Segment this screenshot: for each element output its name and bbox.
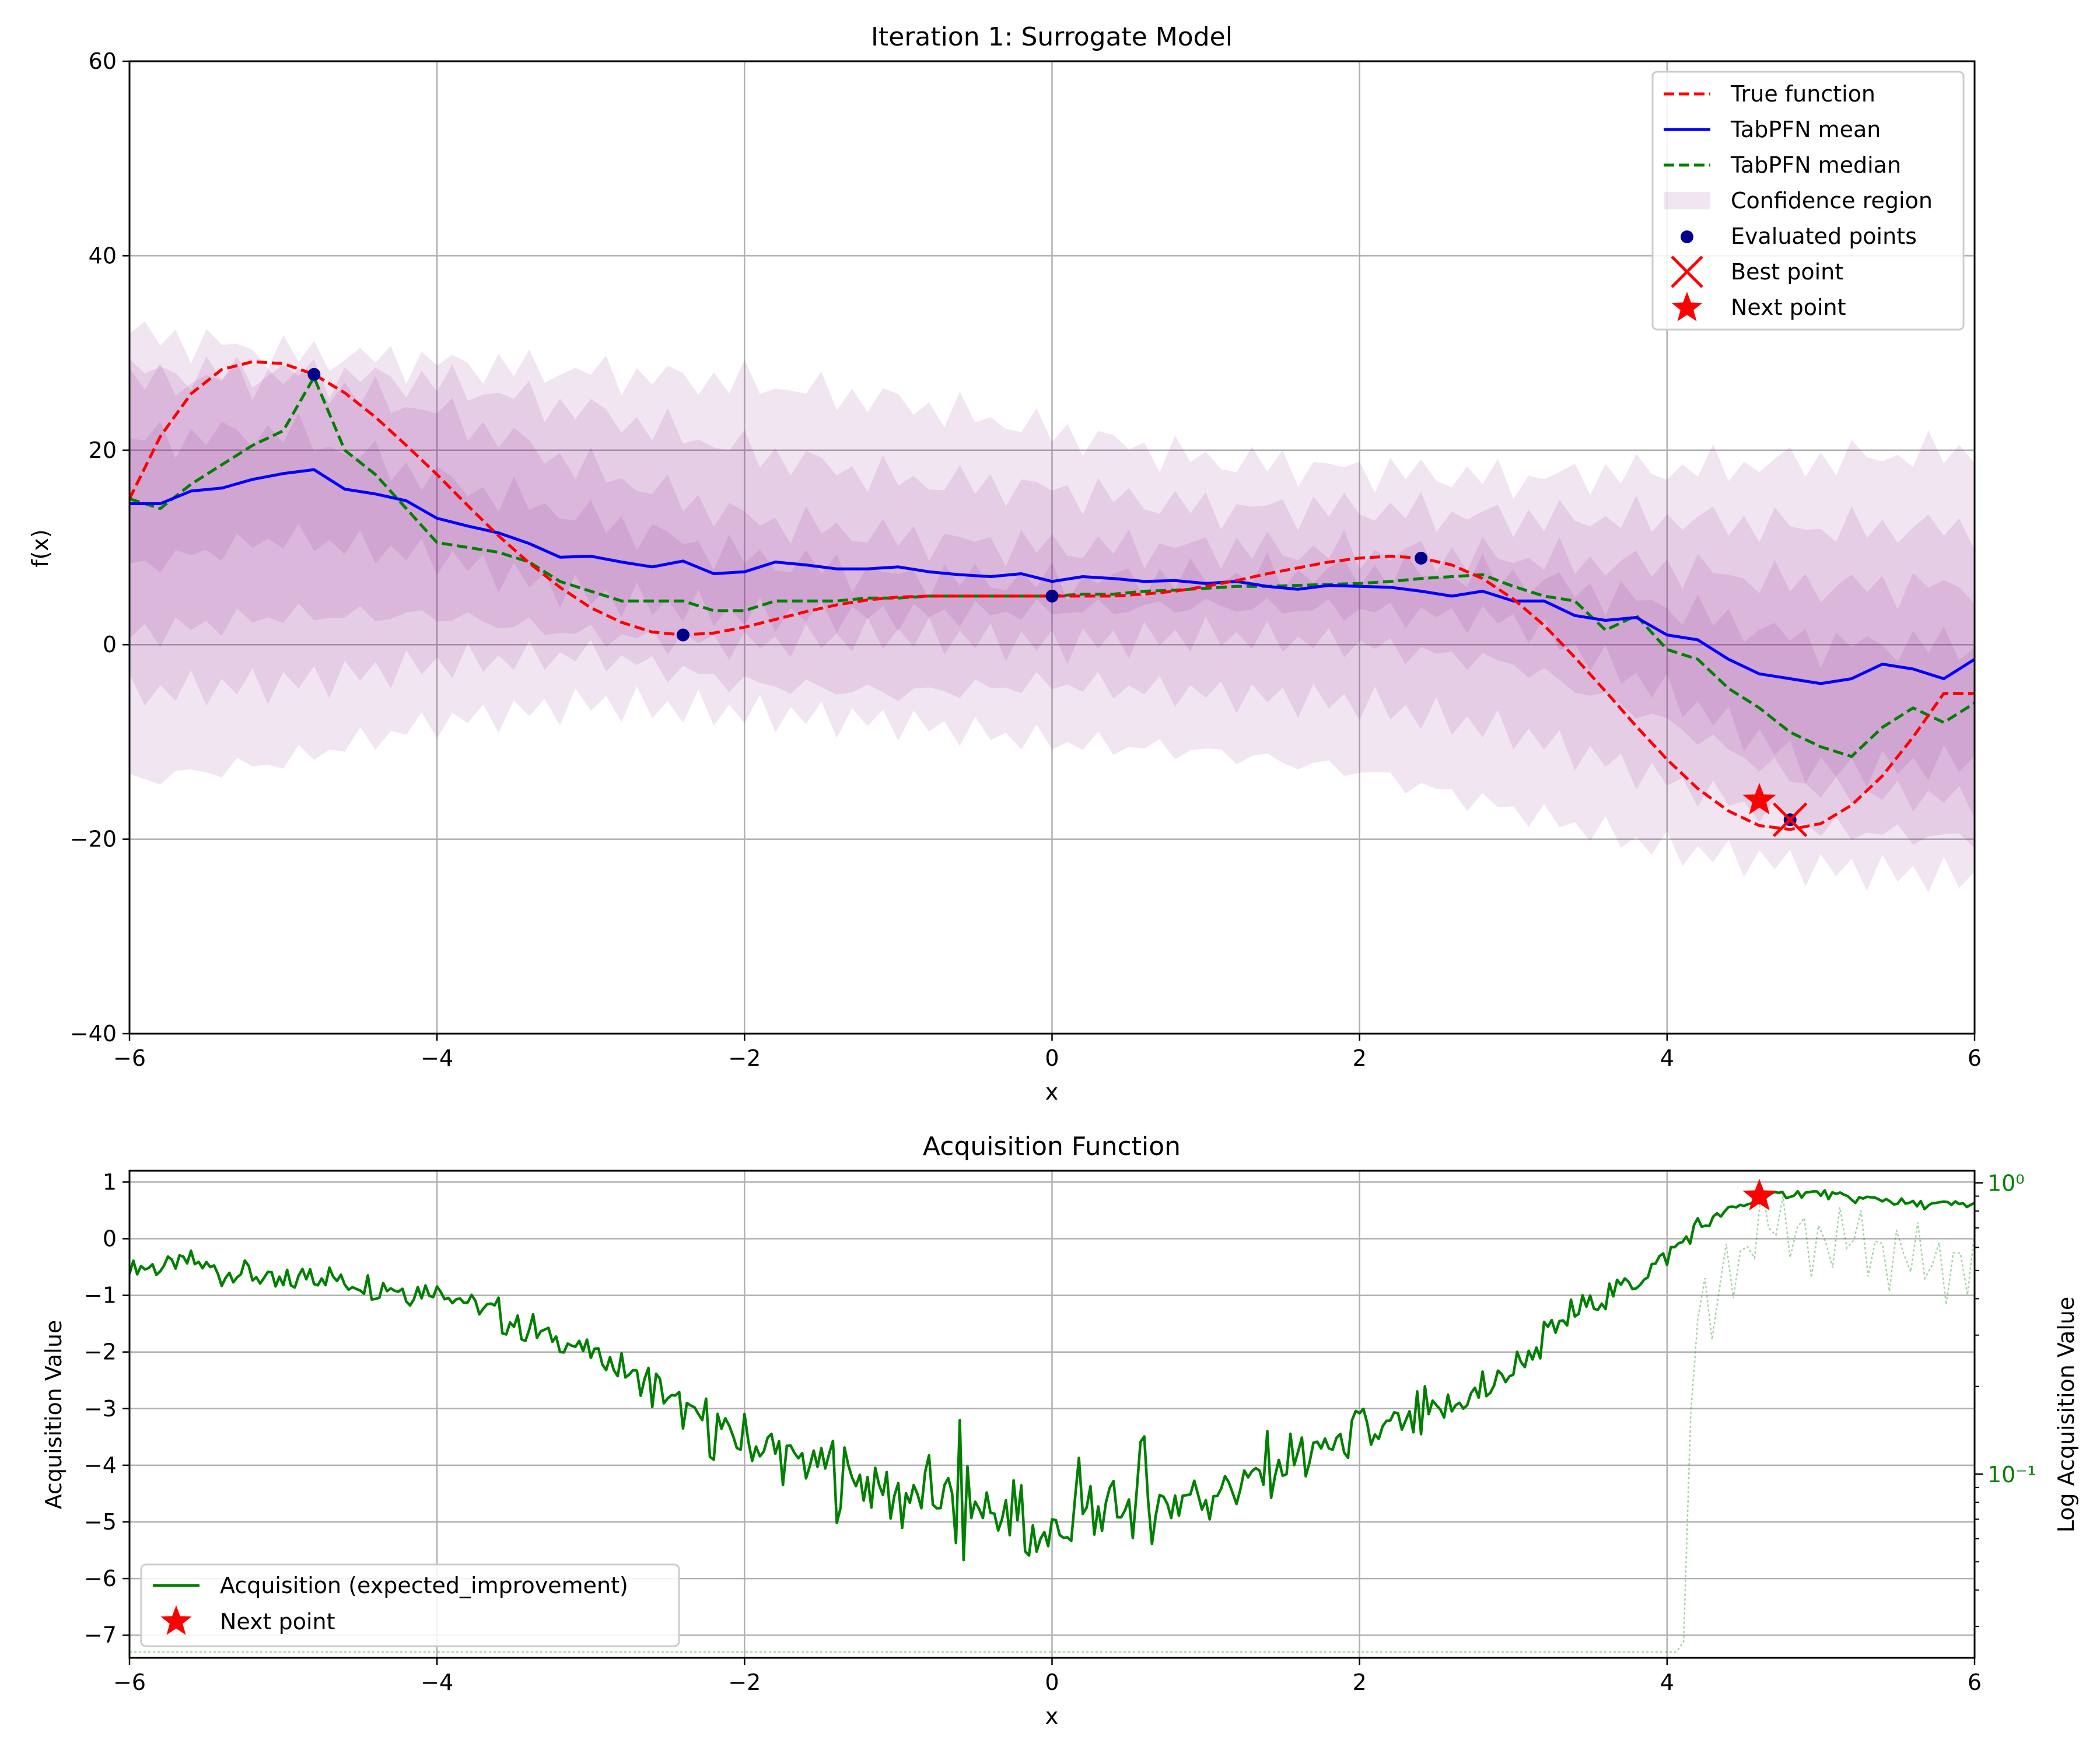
legend-next-point: Next point [1731, 295, 1846, 320]
x-tick-label: 6 [1968, 1670, 1982, 1695]
legend-confidence-region: Confidence region [1731, 188, 1933, 214]
acquisition-legend: Acquisition (expected_improvement) Next … [140, 1563, 680, 1647]
true-function-line [130, 360, 1975, 831]
legend-next-swatch [160, 1605, 192, 1635]
y-tick-label: 20 [89, 438, 117, 463]
best-point-stroke [1772, 802, 1808, 838]
legend-acquisition: Acquisition (expected_improvement) [220, 1573, 628, 1598]
x-tick-label: −2 [728, 1045, 761, 1071]
legend-tabpfn-mean: TabPFN mean [1730, 117, 1881, 142]
legend-confidence-swatch [1664, 192, 1710, 209]
y-tick-label: −1 [84, 1283, 117, 1308]
y-tick-label: 0 [103, 1226, 117, 1252]
acquisition-line [130, 1189, 1975, 1562]
x-tick-label: −6 [113, 1670, 146, 1695]
y2-tick-label: 10⁻¹ [1987, 1462, 2036, 1488]
legend-true-function: True function [1730, 81, 1875, 107]
x-tick-label: −2 [728, 1670, 761, 1695]
confidence-band [130, 321, 1975, 892]
x-tick-label: −4 [421, 1670, 453, 1695]
y-tick-label: −4 [84, 1452, 117, 1478]
x-tick-label: −6 [113, 1045, 146, 1071]
x-tick-label: 6 [1968, 1045, 1982, 1071]
next-point-marker [1742, 782, 1776, 815]
surrogate-legend: True function TabPFN mean TabPFN median … [1651, 71, 1965, 331]
log-acquisition-line [130, 1185, 1975, 1653]
surrogate-title: Iteration 1: Surrogate Model [871, 22, 1233, 52]
best-point-marker [1772, 802, 1808, 838]
y-tick-label: −5 [84, 1509, 117, 1535]
x-tick-label: −4 [421, 1045, 453, 1071]
y-tick-label: −2 [84, 1339, 117, 1365]
legend-box [1651, 71, 1965, 331]
evaluated-point [676, 628, 690, 642]
y2-tick-label: 10⁰ [1987, 1171, 2025, 1196]
legend-tabpfn-median: TabPFN median [1730, 152, 1901, 178]
surrogate-model-panel: Iteration 1: Surrogate Model −6 −4 −2 0 2 4 6−… [27, 22, 1982, 1105]
acquisition-lines [130, 1185, 1975, 1653]
x-tick-label: 4 [1660, 1045, 1674, 1071]
y-tick-label: −20 [70, 827, 117, 852]
y-tick-label: 1 [103, 1169, 117, 1195]
evaluated-point [307, 368, 321, 381]
y-tick-label: −3 [84, 1396, 117, 1422]
legend-evaluated-swatch [1681, 230, 1693, 243]
acquisition-xlabel: x [1045, 1703, 1059, 1729]
next-point-marker [1742, 1178, 1776, 1210]
y-tick-label: −6 [84, 1566, 117, 1591]
x-tick-label: 4 [1660, 1670, 1674, 1695]
legend-best-point: Best point [1731, 259, 1843, 285]
tabpfn-mean-line [130, 468, 1975, 685]
acquisition-panel: Acquisition Function −6 −4 −2 0 2 4 610−1−2−3−… [41, 1132, 2079, 1729]
acquisition-ticks: −6 −4 −2 0 2 4 6 1 0 −1 −2 −3 −4 −5 −6 −7 10⁰ 10⁻¹ [84, 1169, 2036, 1695]
legend-evaluated-points: Evaluated points [1731, 223, 1917, 249]
acquisition-markers [1742, 1178, 1776, 1210]
surrogate-xlabel: x [1045, 1079, 1059, 1105]
y-tick-label: 40 [89, 243, 117, 268]
x-tick-label: 2 [1353, 1670, 1367, 1695]
legend-box [140, 1563, 680, 1647]
y-tick-label: −7 [84, 1622, 117, 1648]
acquisition-title: Acquisition Function [923, 1132, 1181, 1161]
surrogate-ylabel: f(x) [27, 529, 53, 568]
acquisition-y2label: Log Acquisition Value [2053, 1297, 2079, 1533]
x-tick-label: 0 [1045, 1670, 1059, 1695]
x-tick-label: 0 [1045, 1045, 1059, 1071]
surrogate-markers [307, 368, 1808, 838]
y-tick-label: −40 [70, 1021, 117, 1046]
evaluated-point [1045, 589, 1059, 603]
legend-next-swatch [1671, 292, 1703, 321]
y-tick-label: 0 [103, 632, 117, 657]
x-tick-label: 2 [1353, 1045, 1367, 1071]
y-tick-label: 60 [89, 48, 117, 74]
legend-best-swatch [1671, 256, 1703, 288]
acquisition-ylabel: Acquisition Value [41, 1320, 66, 1510]
legend-next-point: Next point [220, 1609, 335, 1634]
evaluated-point [1415, 551, 1428, 565]
